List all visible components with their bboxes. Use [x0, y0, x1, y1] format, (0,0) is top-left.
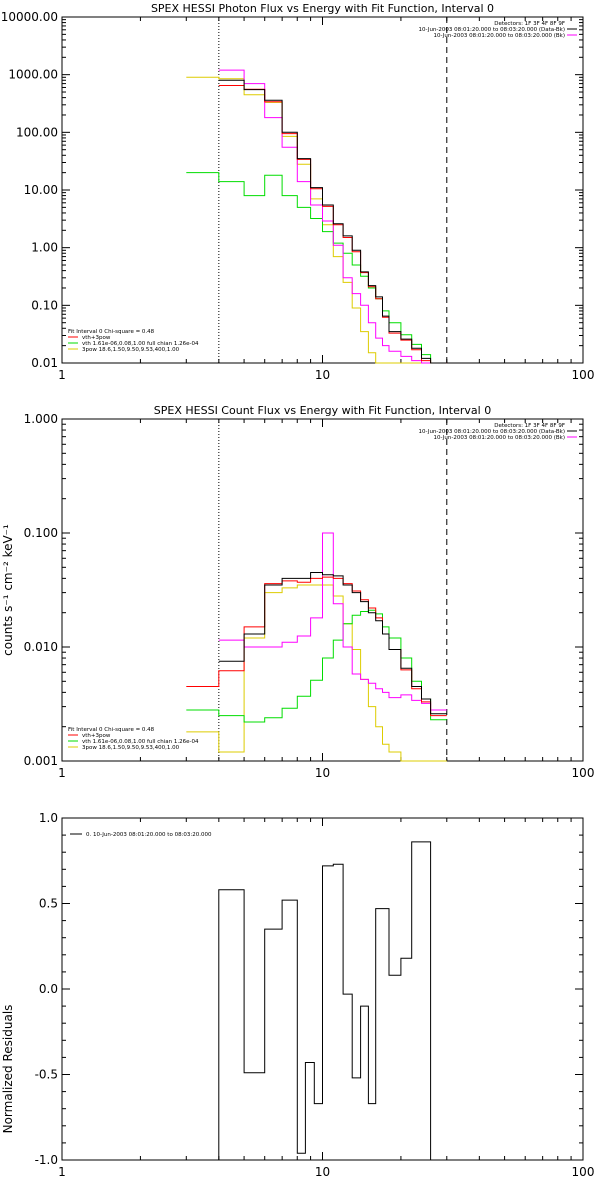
x-tick-label: 100 — [572, 766, 595, 780]
legend-entry: vth 1.61e-06,0.08,1.00 full chian 1.26e-… — [82, 341, 199, 347]
x-tick-label: 100 — [572, 1165, 595, 1179]
legend-entry: Fit Interval 0 Chi-square = 0.48 — [68, 727, 155, 733]
y-axis-label: Normalized Residuals — [1, 1005, 15, 1134]
x-tick-label: 1 — [58, 1165, 66, 1179]
y-tick-label: -0.5 — [35, 1068, 58, 1082]
y-axis-label: counts s⁻¹ cm⁻² keV⁻¹ — [1, 524, 15, 656]
header-line: 10-Jun-2003 08:01:20.000 to 08:03:20.000… — [419, 429, 565, 435]
x-tick-label: 10 — [315, 368, 330, 382]
y-tick-label: -1.0 — [35, 1153, 58, 1167]
header-line: Detectors: 1F 3F 4F 8F 9F — [494, 423, 565, 429]
y-tick-label: 1.000 — [24, 412, 58, 426]
y-tick-label: 0.5 — [39, 897, 58, 911]
series-vth-line — [186, 172, 447, 364]
series-data-line — [218, 79, 447, 364]
x-tick-label: 10 — [315, 766, 330, 780]
x-tick-label: 10 — [315, 1165, 330, 1179]
header-line: 10-Jun-2003 08:01:20.000 to 08:03:20.000… — [433, 435, 565, 441]
y-tick-label: 100.00 — [16, 125, 58, 139]
legend-entry: 3pow 18.6,1.50,9.50,9.53,400,1.00 — [82, 347, 180, 353]
x-tick-label: 100 — [572, 368, 595, 382]
series-bk-line — [218, 532, 447, 711]
legend-entry: vth 1.61e-06,0.08,1.00 full chian 1.26e-… — [82, 739, 199, 745]
legend-entry: 3pow 18.6,1.50,9.50,9.53,400,1.00 — [82, 745, 180, 751]
legend-entry: vth+3pow — [82, 335, 111, 341]
y-tick-label: 1000.00 — [8, 68, 58, 82]
chart-title: SPEX HESSI Photon Flux vs Energy with Fi… — [151, 2, 494, 15]
header-line: 10-Jun-2003 08:01:20.000 to 08:03:20.000… — [433, 33, 565, 39]
legend-entry: vth+3pow — [82, 733, 111, 739]
residual-series-line — [218, 841, 432, 1160]
residuals-panel: 1 10 100 1.0 0.5 0.0 -0.5 -1.0 Normalized Residu… — [1, 811, 594, 1179]
header-line: Detectors: 1F 3F 4F 8F 9F — [494, 21, 565, 27]
y-tick-label: 0.010 — [24, 640, 58, 654]
photon-flux-panel: SPEX HESSI Photon Flux vs Energy with Fi… — [1, 2, 595, 382]
y-tick-label: 0.100 — [24, 526, 58, 540]
series-vth-line — [186, 609, 447, 723]
y-tick-label: 10.00 — [24, 183, 58, 197]
x-tick-label: 1 — [58, 766, 66, 780]
count-flux-panel: SPEX HESSI Count Flux vs Energy with Fit… — [1, 404, 594, 780]
chart-title: SPEX HESSI Count Flux vs Energy with Fit… — [154, 404, 491, 417]
y-tick-label: 0.0 — [39, 982, 58, 996]
y-tick-label: 10000.00 — [1, 10, 58, 24]
legend-entry: Fit Interval 0 Chi-square = 0.48 — [68, 329, 155, 335]
legend-entry: 0. 10-Jun-2003 08:01:20.000 to 08:03:20.… — [86, 832, 212, 838]
y-tick-label: 0.01 — [31, 356, 58, 370]
y-tick-label: 1.0 — [39, 811, 58, 825]
series-bk-line — [218, 69, 447, 364]
y-tick-label: 1.00 — [31, 241, 58, 255]
y-tick-label: 0.001 — [24, 754, 58, 768]
series-data-line — [218, 572, 447, 715]
y-tick-label: 0.10 — [31, 298, 58, 312]
x-tick-label: 1 — [58, 368, 66, 382]
header-line: 10-Jun-2003 08:01:20.000 to 08:03:20.000… — [419, 27, 565, 33]
